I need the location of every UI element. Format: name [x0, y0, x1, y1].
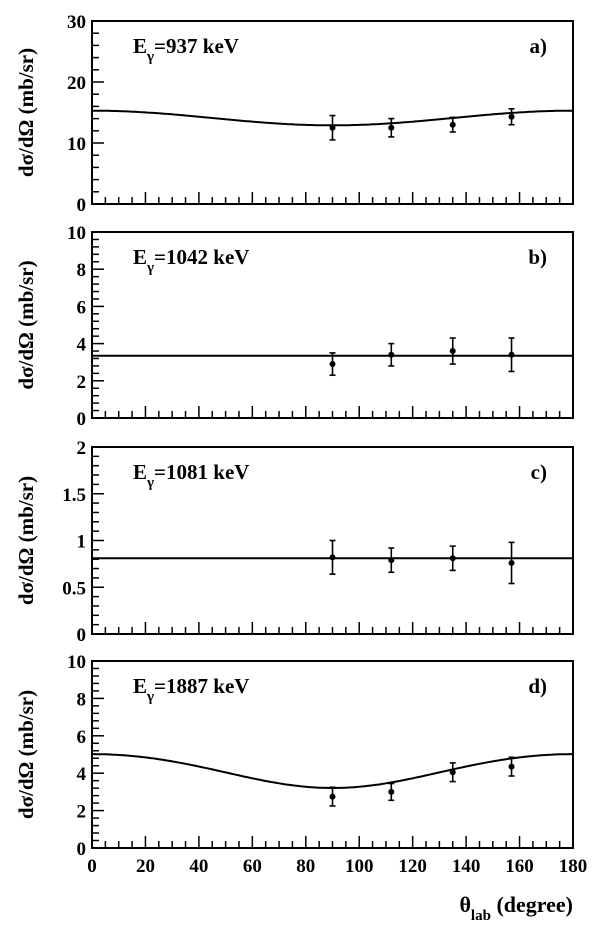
- x-tick-label: 40: [189, 856, 208, 877]
- fit-curve: [92, 753, 573, 789]
- energy-label: Eγ=1042 keV: [133, 245, 249, 276]
- y-axis-label: dσ/dΩ (mb/sr): [14, 48, 38, 177]
- data-point: [449, 769, 456, 776]
- y-axis-label: dσ/dΩ (mb/sr): [14, 260, 38, 389]
- y-tick-label: 4: [77, 764, 87, 785]
- y-tick-label: 0: [77, 625, 87, 646]
- energy-label: Eγ=1887 keV: [133, 674, 249, 705]
- panel-label: a): [530, 34, 548, 58]
- panel-c: 0 0.5 1 1.5 2 dσ/dΩ (mb/sr) Eγ=1081 keV c): [14, 438, 574, 646]
- y-tick-label: 1: [77, 532, 87, 553]
- energy-label: Eγ=937 keV: [133, 34, 239, 65]
- y-tick-label: 0: [77, 409, 87, 430]
- y-tick-label: 2: [77, 372, 87, 393]
- y-tick-label: 0: [77, 195, 87, 216]
- data-point: [329, 554, 336, 561]
- data-point: [329, 793, 336, 800]
- data-point: [388, 557, 395, 564]
- x-tick-label: 0: [87, 856, 97, 877]
- y-tick-label: 8: [77, 260, 87, 281]
- y-tick-label: 10: [67, 134, 86, 155]
- x-tick-label: 180: [559, 856, 588, 877]
- panel-a: 0 10 20 30 dσ/dΩ (mb/sr) Eγ=937 keV a): [14, 12, 574, 216]
- x-tick-label: 20: [136, 856, 155, 877]
- x-tick-label: 100: [345, 856, 374, 877]
- y-tick-label: 10: [67, 223, 86, 244]
- x-axis-label: θlab (degree): [459, 892, 573, 924]
- panel-label: c): [531, 460, 547, 484]
- x-tick-label: 160: [505, 856, 534, 877]
- data-point: [449, 348, 456, 355]
- data-point: [508, 559, 515, 566]
- y-tick-label: 4: [77, 335, 87, 356]
- y-tick-label: 6: [77, 297, 87, 318]
- y-tick-label: 30: [67, 12, 86, 33]
- y-tick-label: 6: [77, 727, 87, 748]
- data-point: [508, 113, 515, 120]
- energy-label: Eγ=1081 keV: [133, 460, 249, 491]
- data-point: [449, 555, 456, 562]
- y-tick-label: 1.5: [62, 485, 86, 506]
- data-point: [508, 351, 515, 358]
- data-point: [388, 124, 395, 131]
- x-tick-label: 80: [296, 856, 315, 877]
- y-tick-label: 2: [77, 802, 87, 823]
- x-tick-label: 120: [398, 856, 427, 877]
- x-tick-label: 140: [452, 856, 481, 877]
- y-tick-label: 0.5: [62, 578, 86, 599]
- y-tick-label: 20: [67, 73, 86, 94]
- panel-label: d): [528, 674, 547, 698]
- y-axis-label: dσ/dΩ (mb/sr): [14, 690, 38, 819]
- data-point: [388, 788, 395, 795]
- panel-b: 0 2 4 6 8 10 dσ/dΩ (mb/sr) Eγ=1042 keV b): [14, 223, 574, 430]
- x-tick-label: 60: [243, 856, 262, 877]
- data-point: [388, 351, 395, 358]
- y-tick-label: 8: [77, 689, 87, 710]
- panel-label: b): [528, 245, 547, 269]
- data-point: [329, 361, 336, 368]
- panel-d: 0 2 4 6 8 10 dσ/dΩ (mb/sr) Eγ=1887 keV d) 0 20 40 60…: [14, 652, 587, 924]
- data-point: [329, 124, 336, 131]
- y-tick-label: 2: [77, 438, 87, 459]
- y-tick-label: 0: [77, 839, 87, 860]
- data-point: [449, 121, 456, 128]
- data-point: [508, 763, 515, 770]
- y-axis-label: dσ/dΩ (mb/sr): [14, 476, 38, 605]
- y-tick-label: 10: [67, 652, 86, 673]
